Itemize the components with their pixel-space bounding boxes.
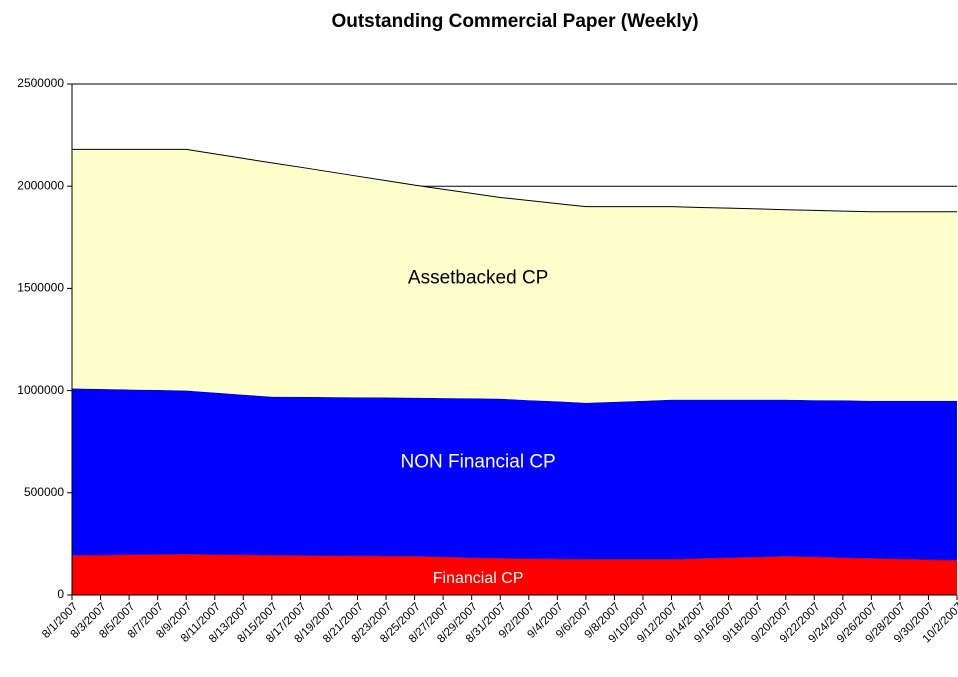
area-edge — [71, 388, 957, 404]
area-label: Assetbacked CP — [408, 268, 548, 289]
area-label: NON Financial CP — [401, 451, 556, 472]
chart-title: Outstanding Commercial Paper (Weekly) — [331, 11, 698, 32]
area-edge — [72, 148, 957, 213]
y-tick-label: 1500000 — [17, 281, 64, 295]
y-tick-label: 2500000 — [17, 76, 64, 90]
y-tick-label: 2000000 — [17, 178, 64, 192]
area-label: Financial CP — [433, 570, 524, 587]
area — [72, 388, 957, 561]
y-tick-label: 500000 — [24, 485, 64, 499]
area — [72, 149, 957, 403]
area — [72, 554, 957, 595]
y-tick-label: 1000000 — [17, 383, 64, 397]
y-tick-label: 0 — [57, 587, 64, 601]
